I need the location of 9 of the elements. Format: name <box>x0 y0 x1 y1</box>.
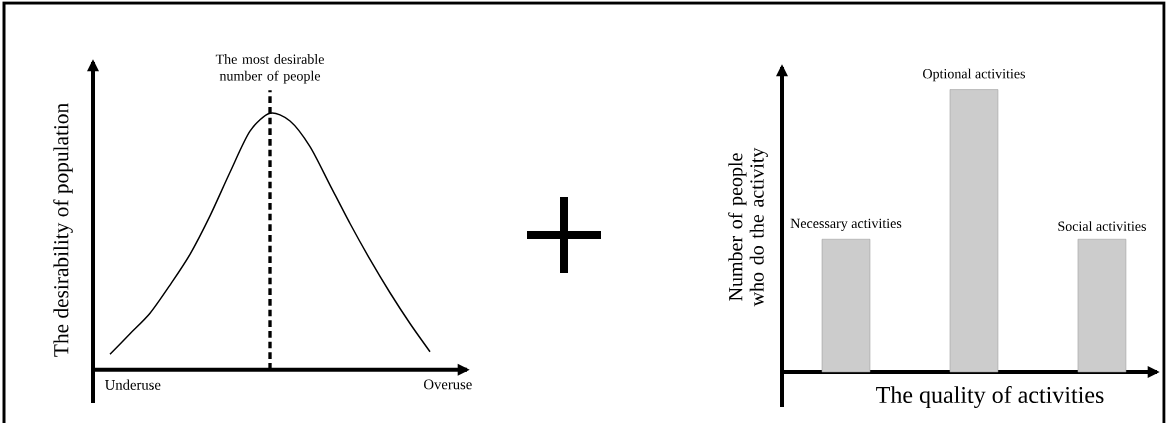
x-tick-label: Optional activities <box>923 68 1026 82</box>
text: Overuse <box>424 379 472 390</box>
x-axis-title: The quality of activities <box>876 385 1104 409</box>
x-tick-label: Social activities <box>1058 221 1146 231</box>
text: The most desirable number of people <box>215 54 324 84</box>
text: Underuse <box>105 379 161 390</box>
y-axis-title: Number of people who do the activity <box>728 147 768 307</box>
x-tick-label: Necessary activities <box>790 218 902 231</box>
y-axis-title: The desirability of population <box>53 103 73 357</box>
